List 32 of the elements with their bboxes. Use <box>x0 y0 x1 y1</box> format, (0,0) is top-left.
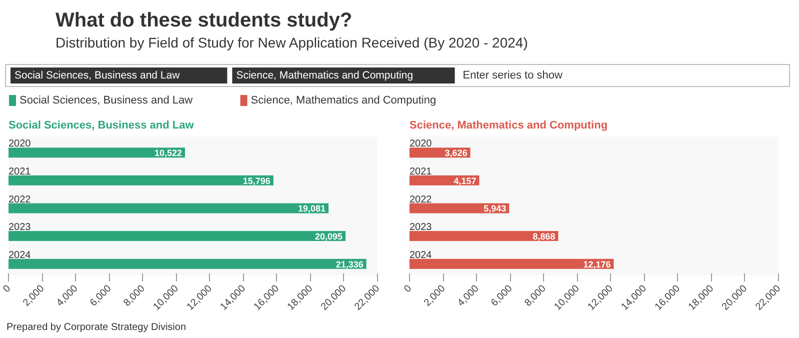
y-tick-label: 2024 <box>8 250 32 261</box>
data-label: 10,522 <box>154 148 182 158</box>
y-tick-label: 2022 <box>8 194 32 206</box>
text: Science, Mathematics and Computing <box>236 70 414 82</box>
chart-subtitle: Distribution by Field of Study for New Application Received (By 2020 - 2024) <box>56 34 528 50</box>
y-tick-label: 2023 <box>410 222 432 234</box>
legend-label: Science, Mathematics and Computing <box>250 94 436 106</box>
data-label: 12,176 <box>583 259 611 270</box>
data-label: 21,336 <box>336 259 364 270</box>
text: Social Sciences, Business and Law <box>14 70 180 82</box>
y-tick-label: 2021 <box>410 166 432 178</box>
y-tick-label: 2020 <box>8 138 32 150</box>
text: Science, Mathematics and Computing <box>410 120 608 132</box>
data-label: 20,095 <box>315 232 343 242</box>
data-label: 15,796 <box>242 176 270 186</box>
y-tick-label: 2023 <box>8 222 32 234</box>
data-label: 19,081 <box>298 204 326 214</box>
y-tick-label: 2020 <box>410 138 432 150</box>
x-tick-label: 0 <box>402 283 414 296</box>
chart-title: What do these students study? <box>56 10 352 32</box>
y-tick-label: 2024 <box>410 250 432 261</box>
legend-label: Social Sciences, Business and Law <box>20 94 193 106</box>
data-label: 5,943 <box>484 204 506 214</box>
data-label: 8,868 <box>532 232 556 242</box>
x-tick-label: 0 <box>1 283 14 296</box>
text: Prepared by Corporate Strategy Division <box>6 322 186 333</box>
data-label: 3,626 <box>444 148 468 158</box>
y-tick-label: 2022 <box>410 194 432 206</box>
y-tick-label: 2021 <box>8 166 32 178</box>
text: Enter series to show <box>462 70 563 82</box>
text: Social Sciences, Business and Law <box>8 120 194 132</box>
data-label: 4,157 <box>454 176 476 186</box>
